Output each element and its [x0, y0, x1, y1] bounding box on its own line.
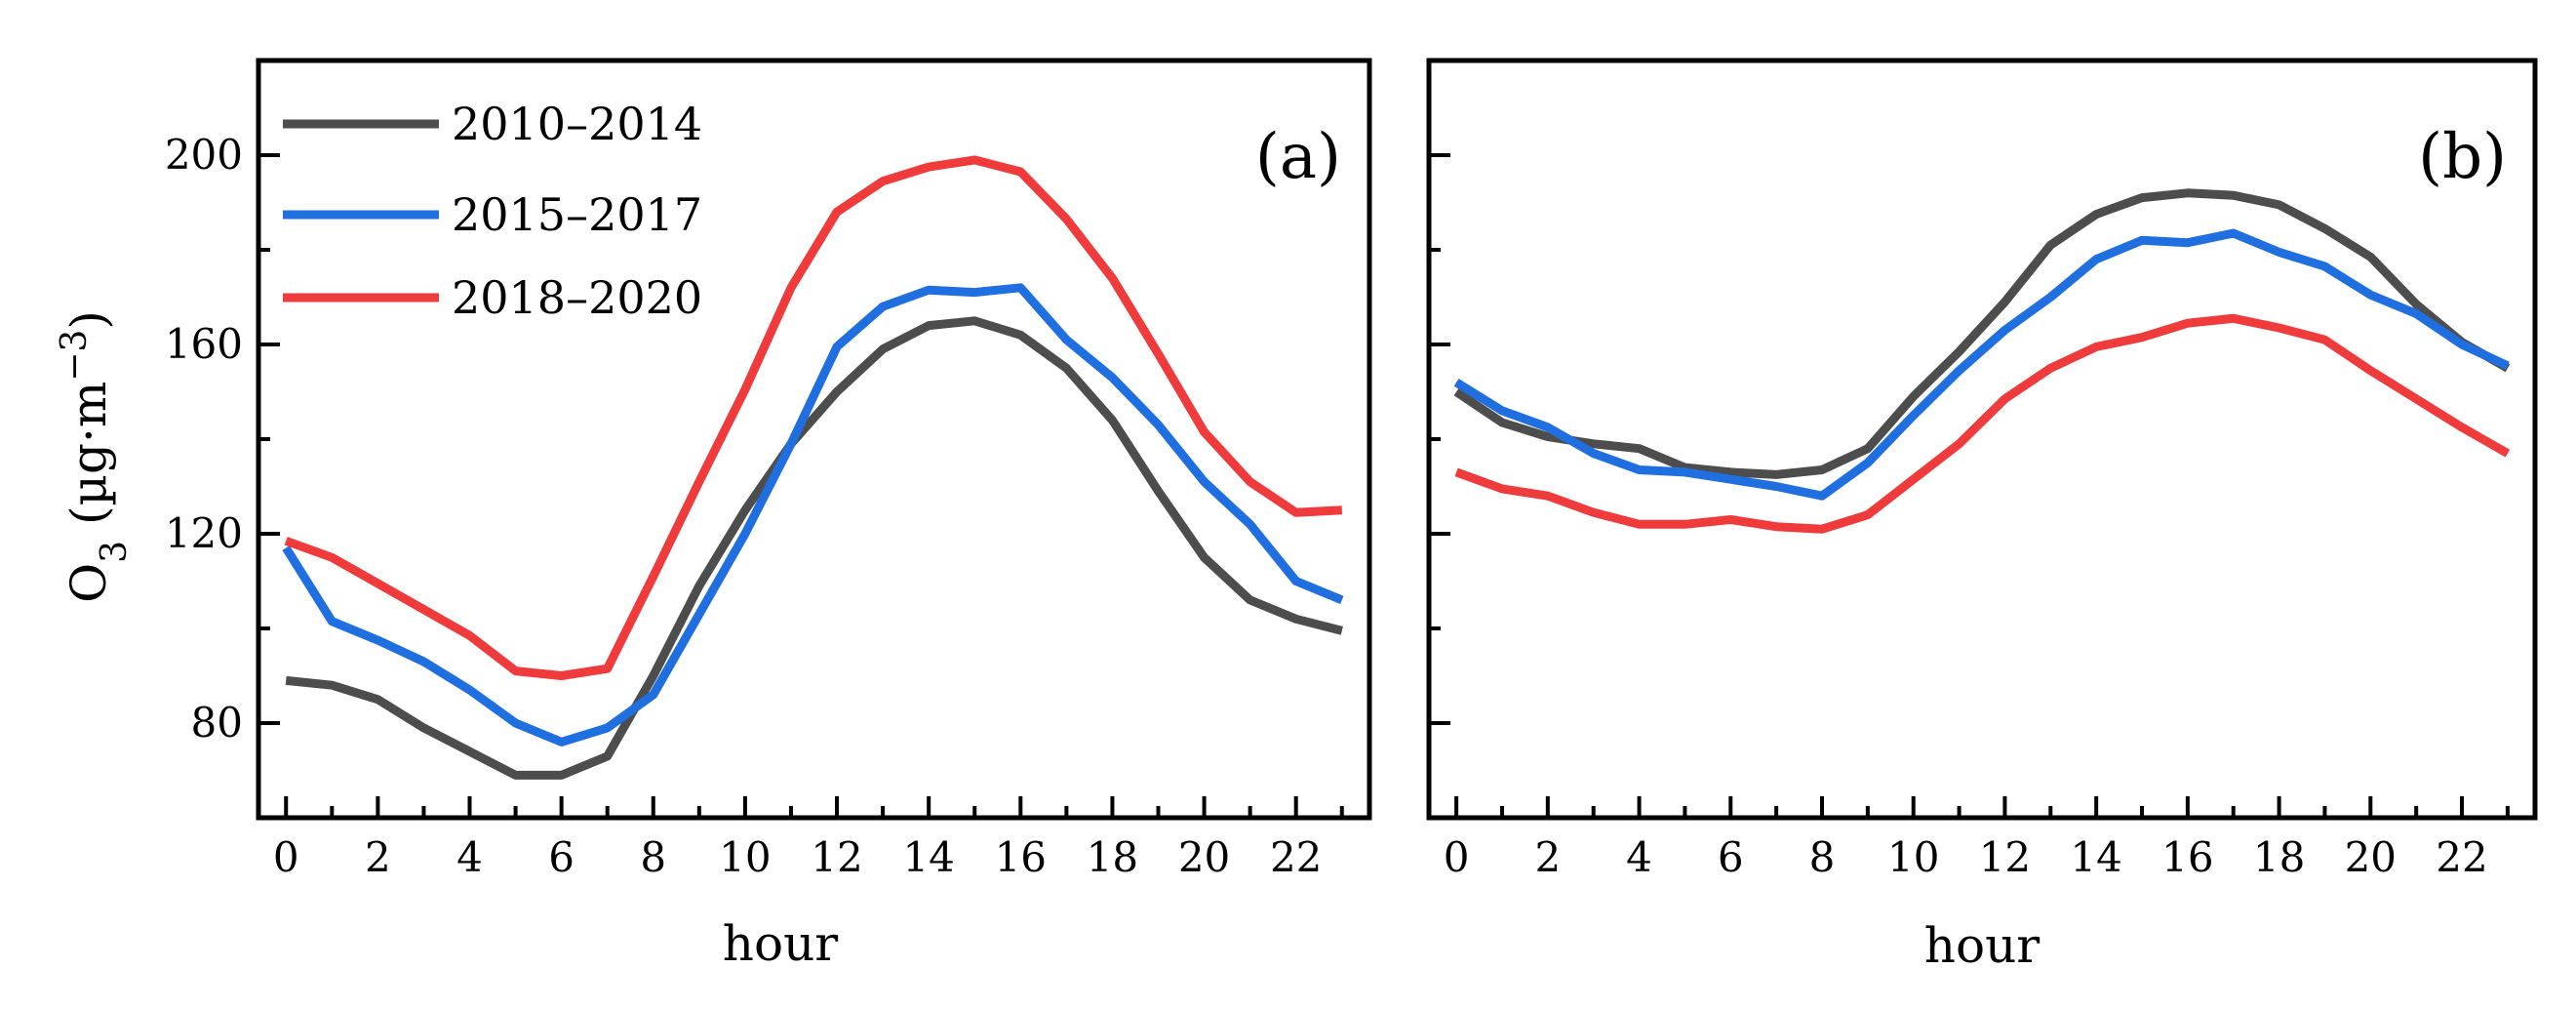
- panel-a-x-tick-label-10: 10: [719, 833, 771, 881]
- y-axis-title: O3 (µg·m−3): [55, 310, 135, 603]
- panel-a-label: (a): [1255, 121, 1341, 193]
- legend-label-2018-2020: 2018–2020: [452, 271, 702, 324]
- panel-b-x-tick-label-0: 0: [1444, 833, 1470, 881]
- panel-a-series-2018-2020: [284, 155, 1343, 680]
- panel-a-x-tick-label-12: 12: [811, 833, 862, 881]
- panel-a-y-tick-label-160: 160: [165, 320, 243, 368]
- panel-b-marks: 0 2 4 6 8 10 12 14 16 18 20 22: [1429, 153, 2511, 881]
- panel-b-x-tick-label-20: 20: [2345, 833, 2397, 881]
- panel-a-y-tick-label-200: 200: [165, 131, 243, 179]
- legend: 2010–2014 2015–2017 2018–2020: [283, 98, 702, 324]
- legend-label-2015-2017: 2015–2017: [452, 188, 702, 241]
- panel-b-x-tick-label-14: 14: [2070, 833, 2121, 881]
- panel-a-x-tick-label-8: 8: [640, 833, 666, 881]
- panel-b-series-2010-2014: [1453, 188, 2511, 479]
- panel-a-x-tick-label-2: 2: [365, 833, 391, 881]
- panel-b-x-tick-label-6: 6: [1718, 833, 1744, 881]
- panel-a-x-tick-label-4: 4: [456, 833, 483, 881]
- panel-a-marks: 0 2 4 6 8 10 12 14 16 18 20 22 80 120 160 200: [165, 131, 1344, 881]
- panel-b: 0 2 4 6 8 10 12 14 16 18 20 22 (b) hour: [1426, 58, 2538, 974]
- panel-b-x-tick-label-12: 12: [1979, 833, 2031, 881]
- panel-a-y-tick-label-120: 120: [165, 509, 243, 557]
- panel-a-x-axis-title: hour: [723, 915, 839, 972]
- panel-b-x-tick-label-18: 18: [2253, 833, 2305, 881]
- panel-a-y-tick-label-80: 80: [191, 699, 243, 747]
- panel-b-series-2015-2017: [1453, 228, 2510, 501]
- panel-b-x-tick-label-4: 4: [1626, 833, 1652, 881]
- panel-a-series-2015-2017: [282, 283, 1344, 747]
- panel-b-x-tick-label-16: 16: [2161, 833, 2213, 881]
- panel-b-frame: [1426, 58, 2538, 821]
- panel-b-x-tick-label-22: 22: [2436, 833, 2487, 881]
- panel-a-x-tick-label-14: 14: [902, 833, 954, 881]
- panel-a-x-tick-label-18: 18: [1087, 833, 1138, 881]
- panel-b-x-tick-label-10: 10: [1887, 833, 1939, 881]
- panel-a-frame: [256, 58, 1372, 821]
- legend-label-2010-2014: 2010–2014: [452, 98, 702, 150]
- panel-b-x-axis-title: hour: [1924, 917, 2041, 974]
- panel-b-x-tick-label-2: 2: [1534, 833, 1561, 881]
- panel-a-x-tick-label-0: 0: [273, 833, 299, 881]
- panel-a-series-2010-2014: [285, 316, 1343, 780]
- panel-b-series-2018-2020: [1454, 313, 2511, 534]
- panel-a-x-tick-label-20: 20: [1178, 833, 1230, 881]
- panel-a-x-tick-label-22: 22: [1270, 833, 1322, 881]
- panel-b-label: (b): [2418, 121, 2507, 193]
- panel-a-x-tick-label-6: 6: [548, 833, 575, 881]
- panel-b-x-tick-label-8: 8: [1809, 833, 1836, 881]
- panel-a-x-tick-label-16: 16: [995, 833, 1047, 881]
